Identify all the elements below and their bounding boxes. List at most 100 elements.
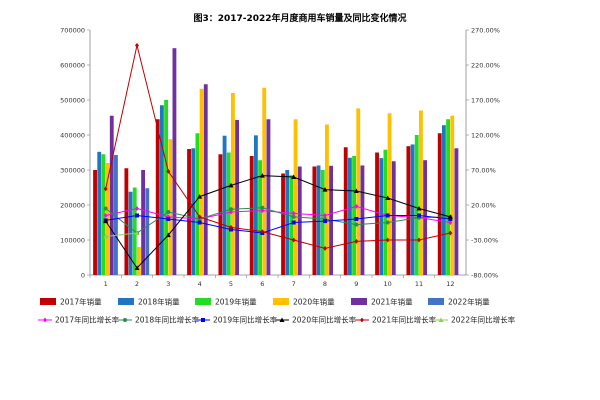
point xyxy=(385,220,390,225)
point xyxy=(323,246,327,251)
legend-swatch xyxy=(195,298,211,305)
x-tick-label: 2 xyxy=(135,280,139,288)
point xyxy=(123,318,127,322)
right-tick-label: -30.00% xyxy=(471,236,498,244)
left-tick-label: 700000 xyxy=(60,26,85,34)
x-tick-label: 9 xyxy=(354,280,358,288)
bar xyxy=(391,161,396,275)
point xyxy=(134,265,140,270)
x-tick-label: 11 xyxy=(415,280,423,288)
point xyxy=(197,194,203,199)
point xyxy=(448,230,453,236)
legend-label: 2017年销量 xyxy=(60,297,102,307)
x-tick-label: 5 xyxy=(229,280,233,288)
point xyxy=(279,317,285,322)
x-tick-label: 10 xyxy=(384,280,392,288)
left-tick-label: 0 xyxy=(81,271,85,279)
point xyxy=(447,214,453,219)
bar xyxy=(414,135,419,275)
bar xyxy=(231,93,235,275)
right-tick-label: 270.00% xyxy=(471,26,500,34)
bar xyxy=(320,170,325,275)
point xyxy=(323,213,327,218)
bar xyxy=(406,146,411,275)
bar xyxy=(293,119,298,275)
legend-swatch xyxy=(118,298,134,305)
point xyxy=(166,210,171,214)
bar xyxy=(168,139,173,275)
bar xyxy=(281,173,285,275)
bar xyxy=(352,156,356,275)
left-tick-label: 400000 xyxy=(60,131,85,139)
bar xyxy=(441,125,446,275)
point xyxy=(201,318,205,322)
bar xyxy=(253,135,258,275)
series-line xyxy=(105,207,451,234)
bar xyxy=(101,154,106,275)
x-tick-label: 6 xyxy=(260,280,264,288)
point xyxy=(165,232,171,238)
right-tick-label: 70.00% xyxy=(471,166,496,174)
point xyxy=(291,211,296,216)
bar xyxy=(145,188,150,275)
point xyxy=(417,213,421,218)
legend: 2017年销量 2018年销量 2019年销量 2020年销量 2021年销量 2022年… xyxy=(38,297,516,325)
point xyxy=(323,219,327,224)
bar xyxy=(454,148,459,275)
bar xyxy=(387,113,392,275)
bar xyxy=(164,100,168,275)
bar xyxy=(93,170,97,275)
point xyxy=(103,186,108,192)
legend-label: 2022年同比增长率 xyxy=(451,315,516,325)
series-line xyxy=(105,175,451,269)
point xyxy=(360,317,364,323)
bar xyxy=(187,149,191,275)
bar xyxy=(446,119,450,275)
point xyxy=(385,213,390,218)
legend-label: 2021年同比增长率 xyxy=(372,315,437,325)
series-line xyxy=(105,214,451,234)
bar xyxy=(285,170,290,275)
bar xyxy=(419,110,423,275)
point xyxy=(291,214,296,219)
point xyxy=(385,237,390,243)
point xyxy=(385,195,391,200)
point xyxy=(291,174,297,179)
x-tick-label: 7 xyxy=(292,280,296,288)
bar xyxy=(343,147,348,275)
left-tick-label: 500000 xyxy=(60,96,85,104)
point xyxy=(448,220,453,225)
point xyxy=(166,169,171,174)
series-line xyxy=(105,232,138,237)
point xyxy=(291,220,296,225)
x-tick-label: 3 xyxy=(166,280,170,288)
point xyxy=(103,218,109,224)
legend-swatch xyxy=(40,298,56,305)
bar xyxy=(203,84,208,275)
point xyxy=(228,182,234,188)
left-tick-label: 200000 xyxy=(60,201,85,209)
bar xyxy=(195,133,200,275)
point xyxy=(438,317,444,322)
point xyxy=(260,229,265,234)
bar xyxy=(191,148,196,275)
bar xyxy=(141,170,146,275)
bar xyxy=(325,124,329,275)
bar xyxy=(137,247,141,275)
bar xyxy=(437,133,442,275)
legend-swatch xyxy=(273,298,289,305)
legend-swatch xyxy=(428,298,444,305)
legend-swatch xyxy=(351,298,367,305)
right-tick-label: -80.00% xyxy=(471,271,498,279)
point xyxy=(166,214,171,220)
point xyxy=(134,230,140,235)
legend-label: 2019年同比增长率 xyxy=(213,315,278,325)
point xyxy=(291,237,296,243)
bar xyxy=(172,48,177,276)
bar xyxy=(316,165,321,275)
bar xyxy=(312,166,317,275)
bar xyxy=(262,87,267,275)
point xyxy=(135,213,139,218)
bar xyxy=(226,152,231,275)
bar xyxy=(235,119,240,275)
